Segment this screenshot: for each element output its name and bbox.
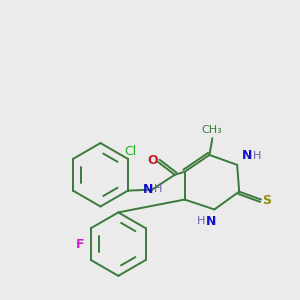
Text: N: N <box>143 183 153 196</box>
Text: CH₃: CH₃ <box>201 125 222 135</box>
Text: H: H <box>197 216 206 226</box>
Text: O: O <box>148 154 158 167</box>
Text: N: N <box>206 215 217 228</box>
Text: S: S <box>262 194 272 207</box>
Text: N: N <box>242 149 252 162</box>
Text: H: H <box>253 151 261 161</box>
Text: Cl: Cl <box>124 146 136 158</box>
Text: H: H <box>154 184 162 194</box>
Text: F: F <box>75 238 84 250</box>
